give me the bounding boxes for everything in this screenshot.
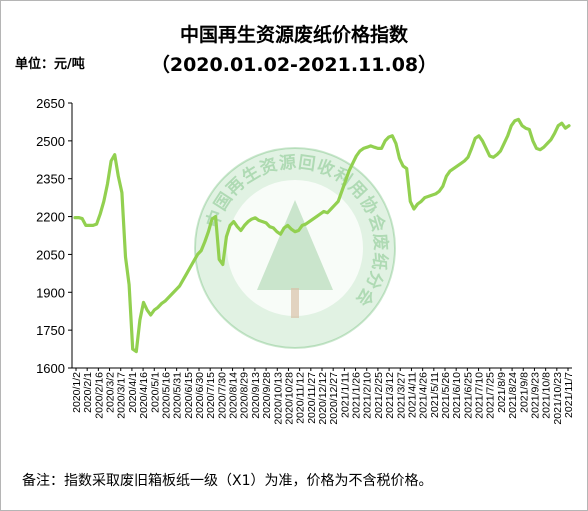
x-tick-label: 2021/4/26 bbox=[418, 372, 430, 419]
x-tick-label: 2021/4/11 bbox=[406, 372, 418, 418]
watermark-char: 会 bbox=[364, 212, 389, 234]
y-tick-label: 1600 bbox=[36, 361, 65, 376]
x-tick-label: 2020/11/12 bbox=[295, 372, 307, 424]
x-tick-label: 2020/12/27 bbox=[328, 372, 340, 425]
chart-title: 中国再生资源废纸价格指数 bbox=[179, 24, 408, 46]
x-tick-label: 2021/3/12 bbox=[384, 372, 396, 419]
y-tick-label: 1750 bbox=[36, 323, 65, 338]
watermark-char: 纸 bbox=[368, 251, 391, 271]
x-tick-label: 2020/3/17 bbox=[116, 372, 128, 419]
y-tick-label: 2650 bbox=[36, 96, 65, 111]
x-tick-label: 2021/6/25 bbox=[462, 372, 474, 419]
x-tick-label: 2020/12/12 bbox=[317, 372, 329, 425]
x-tick-label: 2021/1/11 bbox=[339, 372, 351, 418]
x-tick-label: 2020/2/1 bbox=[82, 372, 94, 413]
series-line bbox=[73, 117, 571, 354]
series-group bbox=[73, 117, 571, 354]
x-tick-label: 2020/9/13 bbox=[250, 372, 262, 419]
x-tick-label: 2021/11/7 bbox=[563, 372, 575, 418]
x-tick-label: 2021/5/11 bbox=[429, 372, 441, 418]
x-tick-label: 2021/6/10 bbox=[451, 372, 463, 419]
x-tick-label: 2020/5/16 bbox=[160, 372, 172, 419]
x-tick-label: 2021/5/26 bbox=[440, 372, 452, 419]
x-tick-label: 2020/3/2 bbox=[105, 372, 117, 413]
x-tick-label: 2020/10/13 bbox=[272, 372, 284, 425]
y-tick-label: 1900 bbox=[36, 285, 65, 300]
x-tick-label: 2021/2/10 bbox=[362, 372, 374, 419]
x-tick-label: 2020/11/27 bbox=[306, 372, 318, 424]
x-tick-label: 2021/9/23 bbox=[529, 372, 541, 419]
y-tick-label: 2350 bbox=[36, 172, 65, 187]
x-tick-label: 2020/8/14 bbox=[228, 372, 240, 419]
x-tick-label: 2020/7/15 bbox=[205, 372, 217, 419]
watermark-tree-icon bbox=[257, 200, 333, 290]
watermark-char: 分 bbox=[361, 268, 386, 291]
watermark-trunk bbox=[291, 288, 299, 318]
y-axis-ticks: 1600 1750 1900 2050 2200 2350 2500 2650 bbox=[36, 96, 72, 376]
x-tick-label: 2020/1/2 bbox=[71, 372, 83, 413]
x-tick-label: 2020/7/30 bbox=[216, 372, 228, 419]
x-tick-label: 2021/8/24 bbox=[507, 372, 519, 419]
y-tick-label: 2500 bbox=[36, 134, 65, 149]
x-tick-label: 2020/9/28 bbox=[261, 372, 273, 419]
x-tick-label: 2021/9/8 bbox=[518, 372, 530, 413]
watermark-char: 源 bbox=[278, 152, 297, 174]
unit-label: 单位：元/吨 bbox=[15, 57, 85, 72]
footnote: 备注：指数采取废旧箱板纸一级（X1）为准，价格为不含税价格。 bbox=[22, 473, 433, 489]
x-axis-ticks: 2020/1/2 2020/2/1 2020/2/16 2020/3/2 2020/3/… bbox=[71, 368, 575, 425]
x-tick-label: 2021/10/8 bbox=[541, 372, 553, 419]
x-tick-label: 2020/4/16 bbox=[138, 372, 150, 419]
y-tick-label: 2200 bbox=[36, 210, 65, 225]
x-tick-label: 2021/8/9 bbox=[496, 372, 508, 413]
x-tick-label: 2020/6/30 bbox=[194, 372, 206, 419]
x-tick-label: 2021/10/23 bbox=[552, 372, 564, 425]
x-tick-label: 2021/7/10 bbox=[474, 372, 486, 419]
watermark-char: 废 bbox=[369, 233, 391, 251]
x-tick-label: 2020/2/16 bbox=[93, 372, 105, 419]
x-tick-label: 2021/1/26 bbox=[351, 372, 363, 419]
x-tick-label: 2020/5/1 bbox=[149, 372, 161, 413]
x-tick-label: 2020/10/28 bbox=[283, 372, 295, 425]
chart-subtitle: （2020.01.02-2021.11.08） bbox=[150, 54, 438, 76]
x-tick-label: 2021/2/25 bbox=[373, 372, 385, 419]
watermark-char: 回 bbox=[297, 153, 317, 175]
x-tick-label: 2020/4/1 bbox=[127, 372, 139, 413]
x-tick-label: 2020/8/29 bbox=[239, 372, 251, 419]
x-tick-label: 2021/3/27 bbox=[395, 372, 407, 419]
x-tick-label: 2020/6/15 bbox=[183, 372, 195, 419]
y-tick-label: 2050 bbox=[36, 247, 65, 262]
watermark-char: 资 bbox=[257, 154, 280, 179]
x-tick-label: 2020/5/31 bbox=[172, 372, 184, 419]
x-tick-label: 2021/7/25 bbox=[485, 372, 497, 419]
watermark-char: 收 bbox=[314, 155, 337, 181]
